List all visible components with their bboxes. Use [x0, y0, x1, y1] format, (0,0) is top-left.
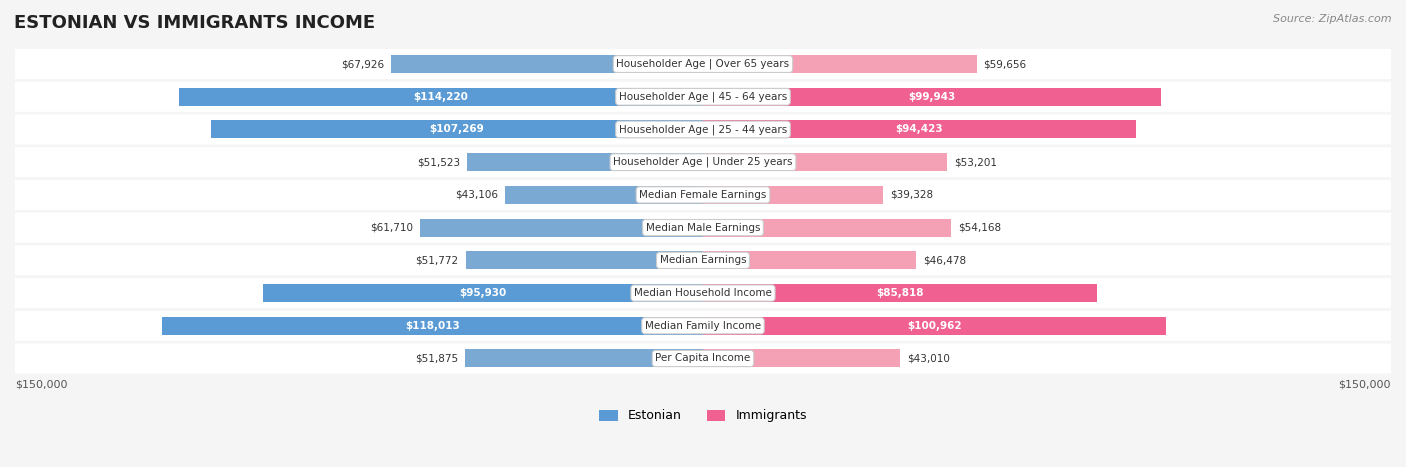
Bar — [703, 120, 1136, 139]
Text: Householder Age | Under 25 years: Householder Age | Under 25 years — [613, 157, 793, 168]
Text: $150,000: $150,000 — [15, 380, 67, 390]
Text: $51,523: $51,523 — [416, 157, 460, 167]
FancyBboxPatch shape — [15, 180, 1391, 210]
Bar — [467, 153, 703, 171]
Bar — [263, 284, 703, 302]
Bar — [505, 186, 703, 204]
Bar — [465, 251, 703, 269]
Text: $61,710: $61,710 — [370, 223, 413, 233]
Text: Median Household Income: Median Household Income — [634, 288, 772, 298]
Text: Median Male Earnings: Median Male Earnings — [645, 223, 761, 233]
Bar — [703, 219, 952, 237]
FancyBboxPatch shape — [15, 278, 1391, 308]
Text: $95,930: $95,930 — [460, 288, 506, 298]
Text: $67,926: $67,926 — [342, 59, 385, 69]
Text: $59,656: $59,656 — [984, 59, 1026, 69]
Text: $51,875: $51,875 — [415, 354, 458, 363]
Text: ESTONIAN VS IMMIGRANTS INCOME: ESTONIAN VS IMMIGRANTS INCOME — [14, 14, 375, 32]
Bar — [703, 88, 1161, 106]
Text: Per Capita Income: Per Capita Income — [655, 354, 751, 363]
Text: $94,423: $94,423 — [896, 125, 943, 134]
Bar — [703, 186, 883, 204]
Text: Householder Age | Over 65 years: Householder Age | Over 65 years — [616, 59, 790, 69]
Text: $43,010: $43,010 — [907, 354, 950, 363]
Bar — [703, 153, 948, 171]
FancyBboxPatch shape — [15, 311, 1391, 341]
Text: $53,201: $53,201 — [953, 157, 997, 167]
Bar — [703, 251, 917, 269]
FancyBboxPatch shape — [15, 212, 1391, 243]
Text: Householder Age | 45 - 64 years: Householder Age | 45 - 64 years — [619, 92, 787, 102]
Text: $46,478: $46,478 — [924, 255, 966, 265]
Text: $51,772: $51,772 — [416, 255, 458, 265]
FancyBboxPatch shape — [15, 82, 1391, 112]
Text: Householder Age | 25 - 44 years: Householder Age | 25 - 44 years — [619, 124, 787, 134]
Text: $54,168: $54,168 — [959, 223, 1001, 233]
Bar — [703, 317, 1166, 335]
FancyBboxPatch shape — [15, 245, 1391, 276]
Text: $99,943: $99,943 — [908, 92, 956, 102]
Bar — [420, 219, 703, 237]
Text: Source: ZipAtlas.com: Source: ZipAtlas.com — [1274, 14, 1392, 24]
Text: $150,000: $150,000 — [1339, 380, 1391, 390]
Text: Median Female Earnings: Median Female Earnings — [640, 190, 766, 200]
Text: Median Family Income: Median Family Income — [645, 321, 761, 331]
Text: Median Earnings: Median Earnings — [659, 255, 747, 265]
Bar — [703, 349, 900, 368]
Bar — [703, 55, 977, 73]
FancyBboxPatch shape — [15, 343, 1391, 374]
FancyBboxPatch shape — [15, 49, 1391, 79]
Bar — [391, 55, 703, 73]
FancyBboxPatch shape — [15, 114, 1391, 144]
Text: $85,818: $85,818 — [876, 288, 924, 298]
Bar — [465, 349, 703, 368]
Text: $39,328: $39,328 — [890, 190, 934, 200]
Bar — [211, 120, 703, 139]
Legend: Estonian, Immigrants: Estonian, Immigrants — [595, 404, 811, 427]
Bar — [162, 317, 703, 335]
Text: $118,013: $118,013 — [405, 321, 460, 331]
Bar — [703, 284, 1097, 302]
Text: $114,220: $114,220 — [413, 92, 468, 102]
Bar — [179, 88, 703, 106]
FancyBboxPatch shape — [15, 147, 1391, 177]
Text: $43,106: $43,106 — [456, 190, 498, 200]
Text: $107,269: $107,269 — [430, 125, 485, 134]
Text: $100,962: $100,962 — [907, 321, 962, 331]
